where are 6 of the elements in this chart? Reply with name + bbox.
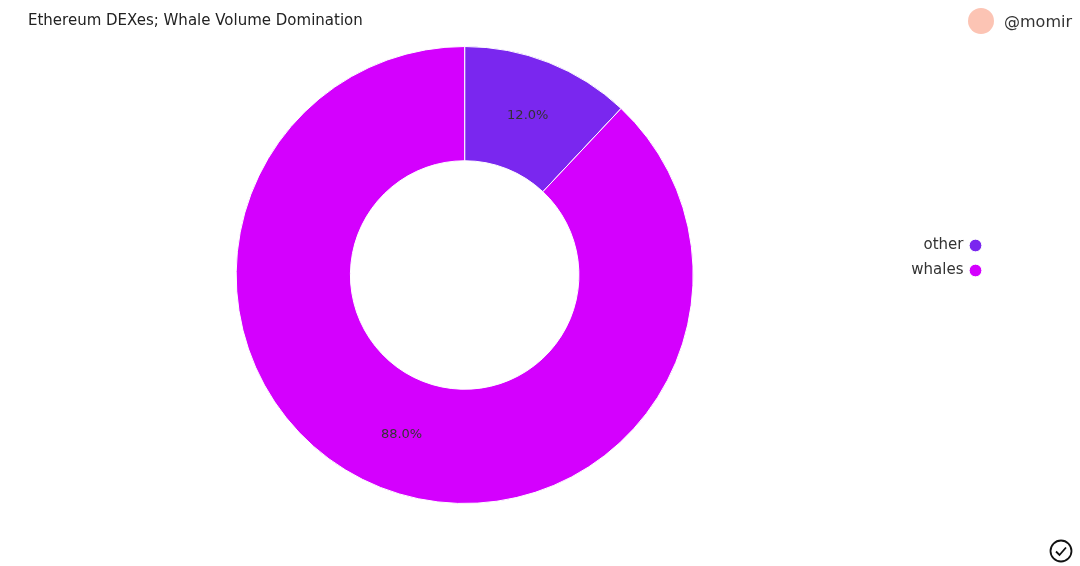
chart-title: Ethereum DEXes; Whale Volume Domination bbox=[28, 10, 363, 29]
legend-label: other bbox=[923, 235, 965, 254]
data-label: 12.0% bbox=[507, 107, 549, 123]
legend-label: whales bbox=[911, 260, 964, 279]
data-label: 88.0% bbox=[380, 425, 423, 441]
text: @momir bbox=[1004, 11, 1072, 31]
